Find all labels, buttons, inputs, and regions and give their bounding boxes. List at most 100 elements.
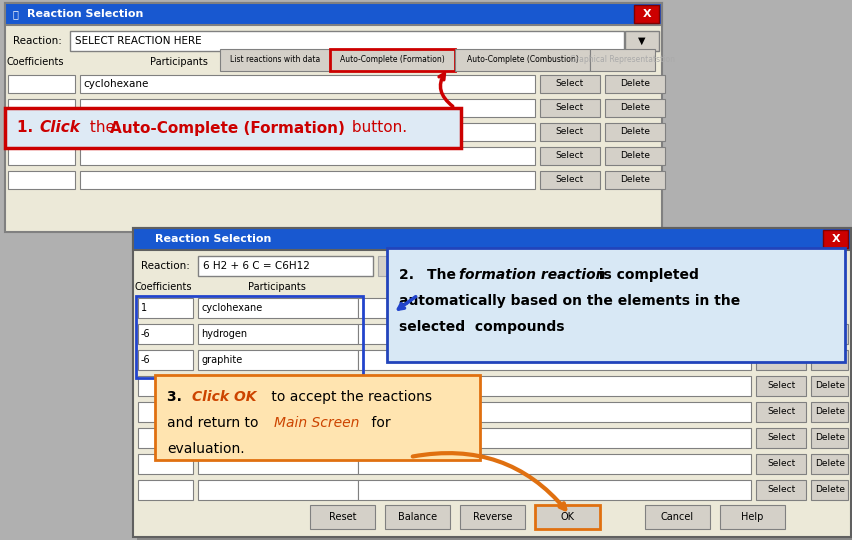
Text: Select: Select (767, 434, 795, 442)
Text: Reset: Reset (329, 512, 356, 522)
Polygon shape (358, 376, 751, 396)
Text: Delete: Delete (815, 355, 845, 364)
Polygon shape (720, 505, 785, 529)
Polygon shape (358, 480, 751, 500)
Text: graphite: graphite (201, 355, 242, 365)
Polygon shape (540, 99, 600, 117)
Polygon shape (823, 230, 848, 248)
Polygon shape (358, 324, 751, 344)
Polygon shape (605, 99, 665, 117)
Text: evaluation.: evaluation. (167, 442, 245, 456)
Polygon shape (540, 123, 600, 141)
Polygon shape (605, 123, 665, 141)
Polygon shape (198, 350, 358, 370)
Polygon shape (138, 376, 193, 396)
Polygon shape (756, 480, 806, 500)
Polygon shape (138, 402, 193, 422)
Polygon shape (811, 454, 848, 474)
Polygon shape (385, 505, 450, 529)
Text: for: for (367, 416, 390, 430)
Text: The: The (427, 268, 461, 282)
Text: Delete: Delete (620, 127, 650, 137)
Text: Coefficients: Coefficients (135, 282, 192, 292)
Text: Select: Select (767, 329, 795, 339)
Polygon shape (80, 123, 535, 141)
Polygon shape (756, 350, 806, 370)
Polygon shape (358, 454, 751, 474)
Polygon shape (756, 428, 806, 448)
Text: 6 H2 + 6 C = C6H12: 6 H2 + 6 C = C6H12 (203, 261, 310, 271)
Polygon shape (138, 480, 193, 500)
Text: Reverse: Reverse (473, 512, 512, 522)
Text: Delete: Delete (815, 485, 845, 495)
Polygon shape (80, 171, 535, 189)
Polygon shape (8, 123, 75, 141)
Polygon shape (540, 75, 600, 93)
Text: Click OK: Click OK (192, 390, 256, 404)
Polygon shape (811, 480, 848, 500)
Polygon shape (5, 3, 662, 232)
Text: Delete: Delete (620, 152, 650, 160)
Text: Delete: Delete (815, 434, 845, 442)
Polygon shape (540, 171, 600, 189)
Text: 1.: 1. (17, 120, 38, 136)
Polygon shape (634, 5, 659, 23)
Polygon shape (358, 428, 751, 448)
Polygon shape (358, 402, 751, 422)
Polygon shape (8, 99, 75, 117)
Polygon shape (138, 350, 193, 370)
Polygon shape (198, 376, 358, 396)
Text: formation reaction: formation reaction (459, 268, 606, 282)
Text: Delete: Delete (620, 79, 650, 89)
Text: Select: Select (767, 460, 795, 469)
Polygon shape (625, 31, 659, 51)
Polygon shape (605, 147, 665, 165)
Text: the: the (85, 120, 120, 136)
Text: -6: -6 (141, 329, 151, 339)
Text: Select: Select (556, 176, 584, 185)
Polygon shape (811, 428, 848, 448)
Polygon shape (80, 99, 535, 117)
Text: Select: Select (767, 355, 795, 364)
Polygon shape (8, 75, 75, 93)
Text: Auto-Complete (Combustion): Auto-Complete (Combustion) (467, 56, 579, 64)
Text: Reaction Selection: Reaction Selection (27, 9, 143, 19)
Text: Delete: Delete (815, 329, 845, 339)
Text: cyclohexane: cyclohexane (83, 79, 148, 89)
Polygon shape (460, 505, 525, 529)
Text: Delete: Delete (620, 176, 650, 185)
Polygon shape (70, 31, 624, 51)
Text: Balance: Balance (398, 512, 437, 522)
Text: Delete: Delete (815, 460, 845, 469)
Text: Main Screen: Main Screen (274, 416, 360, 430)
Polygon shape (138, 454, 193, 474)
Text: Reaction Selection: Reaction Selection (155, 234, 272, 244)
Text: OK: OK (561, 512, 574, 522)
Text: automatically based on the elements in the: automatically based on the elements in t… (399, 294, 740, 308)
Text: Select: Select (767, 381, 795, 390)
Text: and return to: and return to (167, 416, 263, 430)
Polygon shape (811, 402, 848, 422)
Polygon shape (138, 324, 193, 344)
Polygon shape (133, 228, 851, 250)
Polygon shape (5, 3, 662, 25)
Polygon shape (80, 75, 535, 93)
Polygon shape (358, 350, 751, 370)
Text: List reactions with data: List reactions with data (230, 56, 320, 64)
Text: to accept the reactions: to accept the reactions (267, 390, 432, 404)
Text: Cancel: Cancel (661, 512, 694, 522)
Text: Select: Select (556, 79, 584, 89)
Text: button.: button. (347, 120, 407, 136)
Text: Delete: Delete (620, 104, 650, 112)
Text: X: X (642, 9, 651, 19)
Polygon shape (5, 108, 461, 148)
Polygon shape (605, 171, 665, 189)
Text: X: X (832, 234, 840, 244)
Polygon shape (605, 75, 665, 93)
Polygon shape (310, 505, 375, 529)
Polygon shape (198, 428, 358, 448)
Text: selected  compounds: selected compounds (399, 320, 565, 334)
Text: Select: Select (556, 104, 584, 112)
Text: Auto-Complete (Formation): Auto-Complete (Formation) (340, 56, 445, 64)
Text: 3.: 3. (167, 390, 187, 404)
